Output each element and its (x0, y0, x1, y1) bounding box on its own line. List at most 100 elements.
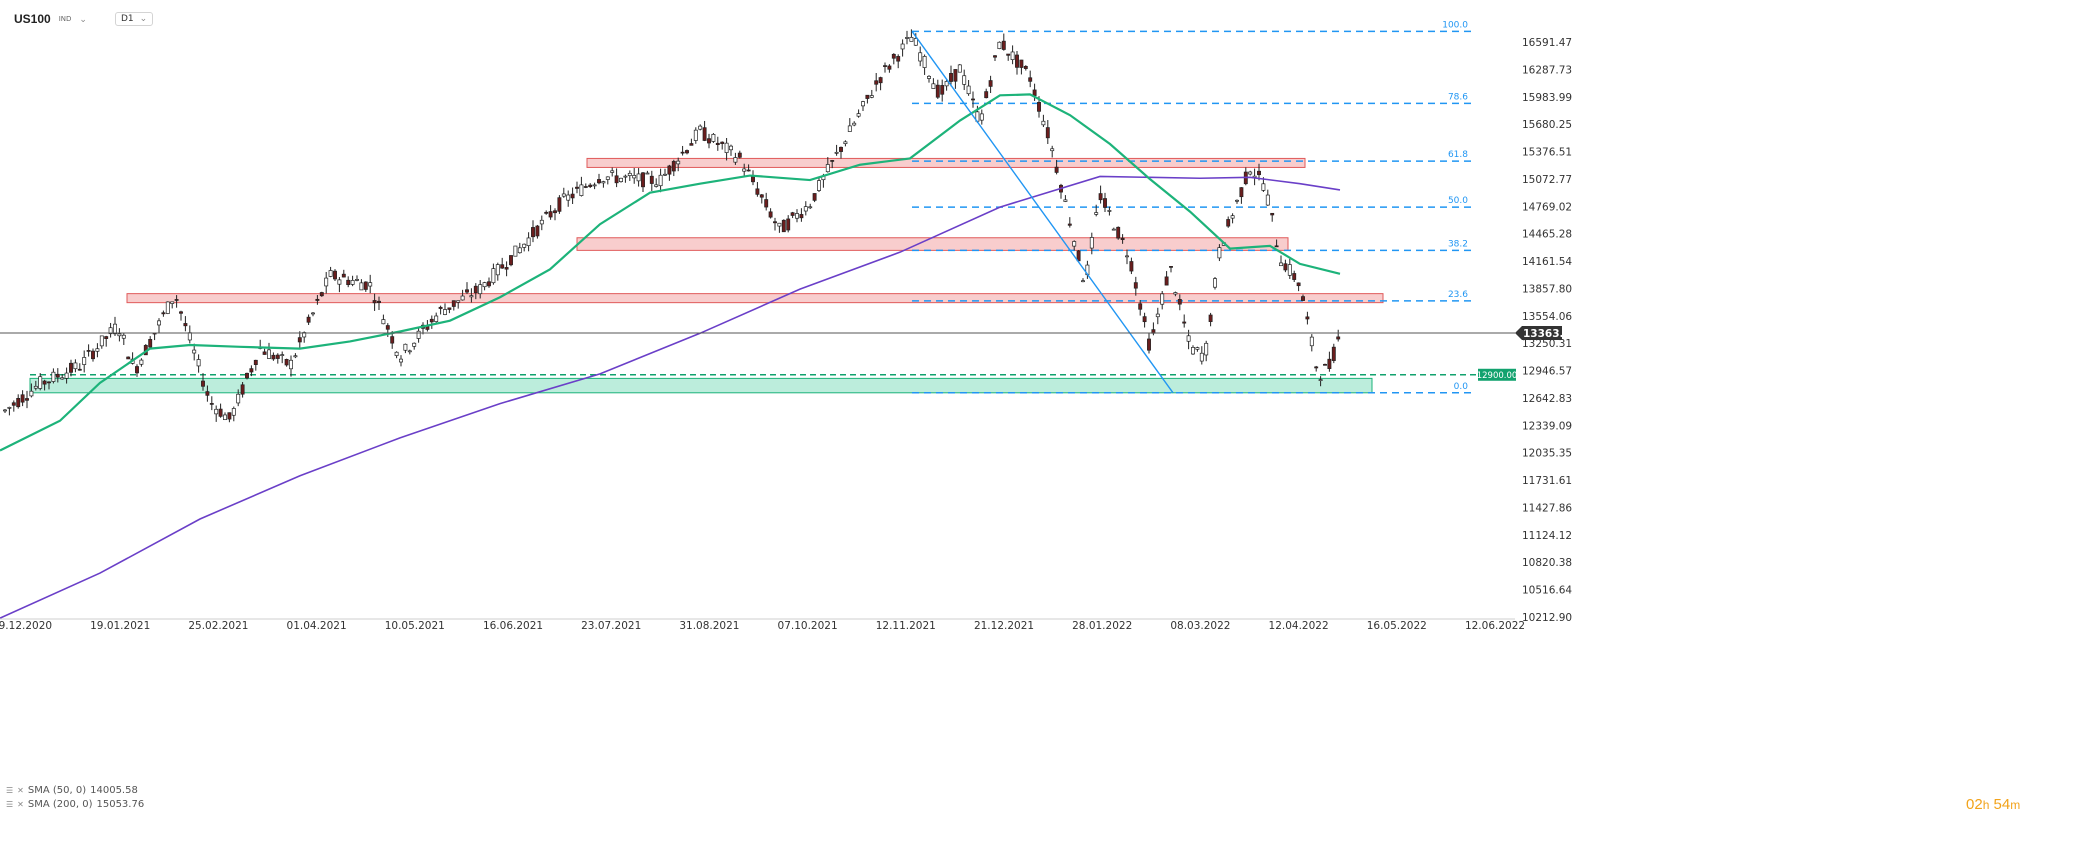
candle-body (187, 332, 192, 341)
candle-body (1204, 342, 1209, 356)
y-tick-label: 14465.28 (1522, 229, 1572, 241)
candle-body (1028, 77, 1033, 82)
candle-body (733, 157, 738, 163)
candle-body (1301, 296, 1305, 301)
y-tick-label: 13250.31 (1522, 338, 1572, 350)
sma50-line (0, 93, 1341, 452)
candle-body (909, 36, 914, 42)
candle-body (645, 172, 650, 175)
candle-body (900, 43, 905, 50)
candle-body (1226, 219, 1231, 227)
candle-body (267, 349, 271, 359)
candle-body (377, 300, 381, 303)
candle-body (1067, 223, 1072, 226)
support-zone (29, 377, 1373, 394)
candle-body (843, 141, 848, 145)
candle-body (509, 255, 513, 266)
timeframe-select[interactable]: D1 ⌄ (114, 12, 154, 26)
candle-body (47, 381, 51, 384)
candle-body (614, 175, 619, 184)
candle-body (610, 170, 615, 173)
candle-body (707, 138, 711, 144)
candle-body (1191, 347, 1195, 355)
candle-body (781, 219, 786, 233)
candle-body (962, 75, 967, 85)
candle-body (99, 335, 104, 347)
candle-body (16, 398, 21, 408)
candle-body (689, 143, 694, 146)
close-icon[interactable]: ✕ (17, 786, 24, 795)
y-tick-label: 15983.99 (1522, 92, 1572, 104)
candle-body (997, 41, 1002, 49)
candle-body (627, 172, 632, 176)
candle-body (359, 282, 364, 291)
candle-body (751, 176, 755, 183)
candle-body (478, 284, 483, 295)
candle-body (245, 372, 249, 379)
candle-body (7, 406, 12, 409)
candle-body (438, 306, 443, 309)
candle-body (227, 412, 232, 420)
x-tick-label: 07.10.2021 (778, 620, 838, 632)
candle-body (1270, 212, 1275, 216)
candle-body (1142, 316, 1147, 323)
settings-icon[interactable]: ☰ (6, 786, 14, 795)
candle-body (121, 334, 126, 339)
candle-body (676, 160, 681, 165)
candle-body (113, 323, 117, 335)
settings-icon[interactable]: ☰ (6, 800, 14, 809)
candle-body (1015, 54, 1019, 68)
candle-body (403, 343, 408, 351)
candle-body (764, 199, 769, 208)
candle-body (671, 161, 676, 172)
candle-body (1265, 194, 1270, 206)
candle-body (108, 327, 113, 335)
candle-body (1133, 282, 1138, 289)
candle-body (491, 268, 496, 284)
candle-body (284, 358, 289, 366)
candle-body (231, 408, 236, 416)
sma200-line (0, 175, 1341, 619)
indicator-sma200[interactable]: ☰ ✕ SMA (200, 0) 15053.76 (6, 798, 144, 812)
candle-body (935, 84, 940, 98)
candle-body (86, 350, 91, 352)
close-icon[interactable]: ✕ (17, 800, 24, 809)
symbol-name[interactable]: US100 (14, 12, 51, 26)
fibonacci-retracement: 100.0 78.6 61.8 50.0 38.2 23.6 0.0 (912, 20, 1472, 394)
candle-body (720, 141, 725, 144)
candle-body (51, 371, 56, 382)
candle-body (1041, 120, 1046, 126)
candle-body (236, 393, 241, 404)
candle-body (1006, 53, 1011, 56)
candle-body (971, 98, 975, 101)
support-price-label: 12900.00 (1477, 371, 1518, 381)
candle-body (825, 164, 830, 173)
candle-body (1037, 102, 1041, 112)
candle-body (385, 325, 390, 330)
candle-body (891, 53, 896, 59)
candle-body (500, 264, 505, 269)
x-tick-label: 01.04.2021 (287, 620, 347, 632)
candle-body (830, 160, 835, 162)
candle-body (1292, 273, 1297, 280)
candle-body (636, 173, 641, 182)
candle-body (55, 373, 60, 378)
candle-body (1257, 170, 1261, 176)
candle-body (641, 172, 645, 188)
indicator-sma50[interactable]: ☰ ✕ SMA (50, 0) 14005.58 (6, 784, 144, 798)
chevron-down-icon[interactable]: ⌄ (79, 13, 87, 24)
candle-body (1287, 264, 1292, 276)
candle-body (1230, 215, 1235, 219)
candle-body (196, 359, 201, 367)
candle-body (799, 214, 804, 219)
candle-body (715, 142, 720, 146)
y-tick-label: 13554.06 (1522, 311, 1572, 323)
fib-level-label: 50.0 (1448, 196, 1468, 206)
candle-body (64, 372, 69, 379)
candle-body (812, 193, 817, 201)
candle-body (465, 289, 469, 293)
candle-body (33, 385, 38, 389)
candle-body (922, 56, 927, 68)
